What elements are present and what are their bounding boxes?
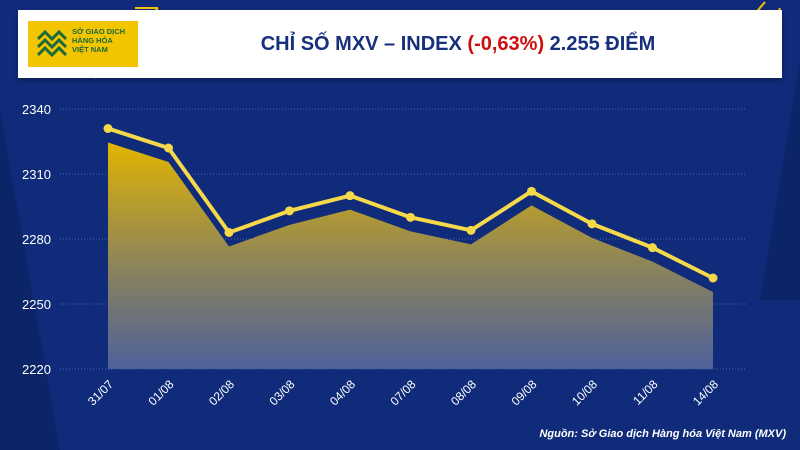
data-point xyxy=(648,243,657,253)
data-point xyxy=(285,206,294,216)
data-point xyxy=(103,124,113,133)
y-tick-label: 2250 xyxy=(22,297,51,312)
x-tick-label: 03/08 xyxy=(266,377,297,408)
logo-mark-icon xyxy=(36,29,68,58)
x-tick-label: 10/08 xyxy=(569,377,600,408)
logo-text: SỞ GIAO DỊCH HÀNG HÓA VIỆT NAM xyxy=(72,27,136,54)
x-tick-label: 31/07 xyxy=(85,377,116,408)
x-tick-label: 02/08 xyxy=(206,377,237,408)
x-tick-label: 09/08 xyxy=(508,377,539,408)
data-point xyxy=(345,191,355,201)
x-tick-label: 08/08 xyxy=(448,377,479,408)
title-suffix: 2.255 ĐIỂM xyxy=(544,33,656,55)
data-point xyxy=(527,186,536,196)
area-fill xyxy=(108,142,713,369)
y-tick-label: 2310 xyxy=(22,167,51,182)
data-point xyxy=(708,273,718,283)
x-tick-label: 04/08 xyxy=(327,377,358,408)
y-tick-label: 2280 xyxy=(22,232,51,247)
header-banner: SỞ GIAO DỊCH HÀNG HÓA VIỆT NAM CHỈ SỐ MX… xyxy=(18,10,782,78)
title-prefix: CHỈ SỐ MXV – INDEX xyxy=(260,33,468,55)
data-point xyxy=(406,212,415,222)
data-point xyxy=(587,219,597,229)
x-tick-label: 14/08 xyxy=(690,377,721,408)
data-point xyxy=(224,228,234,237)
x-tick-label: 07/08 xyxy=(387,377,418,408)
chart-title: CHỈ SỐ MXV – INDEX (-0,63%) 2.255 ĐIỂM xyxy=(158,10,758,78)
data-point xyxy=(466,225,476,235)
y-tick-label: 2220 xyxy=(22,362,51,377)
x-tick-label: 01/08 xyxy=(145,377,176,408)
data-point xyxy=(164,143,173,153)
logo-line: VIỆT NAM xyxy=(72,45,108,54)
title-change: (-0,63%) xyxy=(467,33,545,55)
logo-line: HÀNG HÓA xyxy=(72,36,113,45)
y-tick-label: 2340 xyxy=(22,102,51,117)
logo-line: SỞ GIAO DỊCH xyxy=(72,27,126,36)
source-note: Nguồn: Sở Giao dịch Hàng hóa Việt Nam (M… xyxy=(539,428,786,440)
x-tick-label: 11/08 xyxy=(630,377,661,408)
logo: SỞ GIAO DỊCH HÀNG HÓA VIỆT NAM xyxy=(28,21,138,67)
